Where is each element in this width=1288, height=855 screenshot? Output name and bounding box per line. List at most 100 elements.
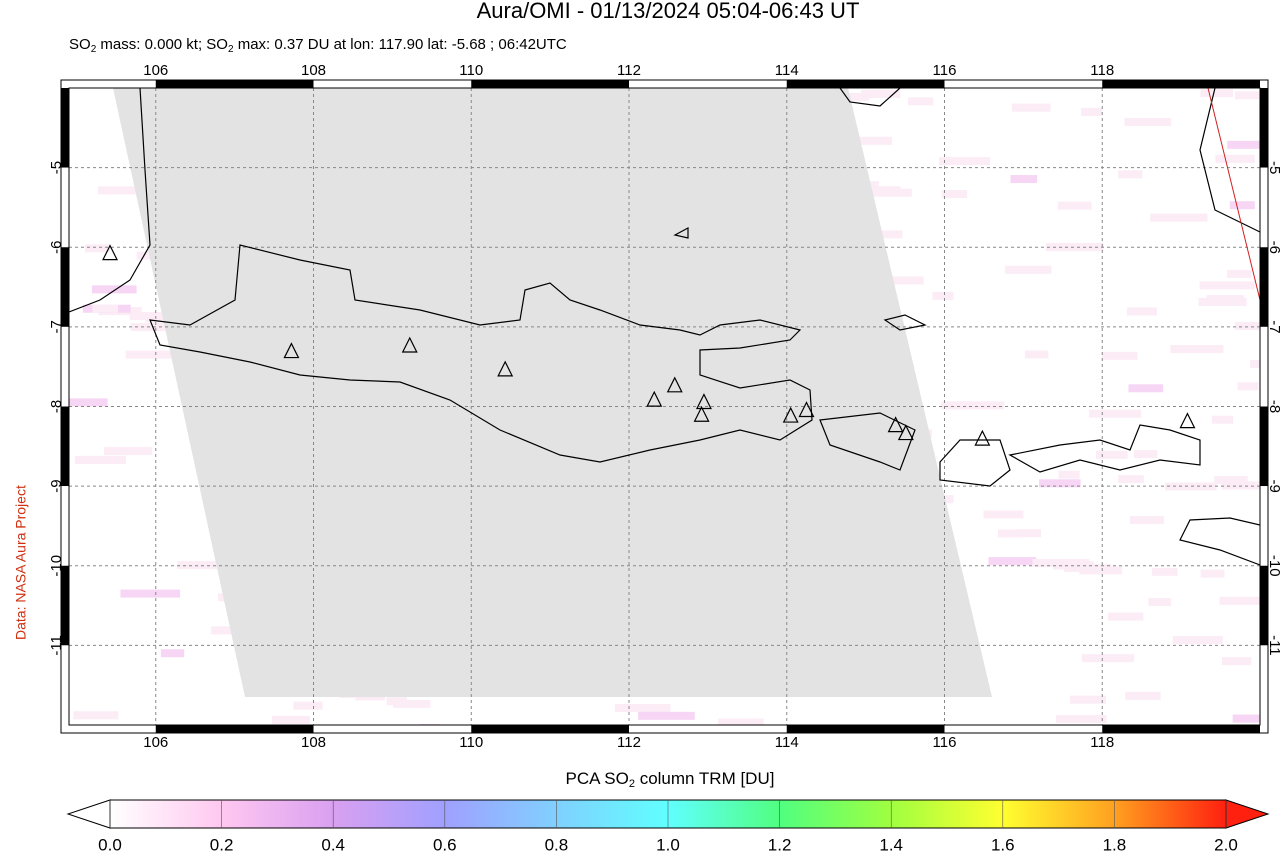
pixel	[848, 92, 870, 101]
pixel	[85, 244, 110, 253]
coastline	[149, 244, 813, 463]
pixel	[69, 398, 108, 407]
frame-bar	[61, 565, 69, 646]
map	[69, 88, 1260, 725]
pixel	[1096, 450, 1128, 459]
pixel	[1058, 470, 1080, 479]
frame-bar	[61, 406, 69, 487]
volcano	[401, 336, 418, 353]
pixel	[1151, 567, 1178, 576]
frame-bar	[1260, 326, 1268, 407]
frame-bar	[61, 247, 69, 327]
pixel	[1126, 307, 1157, 316]
pixel	[983, 510, 1024, 519]
volcano	[666, 376, 683, 393]
frame	[68, 87, 1261, 726]
subscript: 2	[91, 44, 97, 55]
colorbar-max-arrow	[1225, 799, 1270, 829]
pixel	[614, 704, 671, 713]
pixel	[1057, 201, 1092, 210]
pixel	[941, 190, 968, 199]
pixel	[73, 711, 119, 720]
subscript: 2	[629, 778, 635, 790]
frame-bar	[1102, 80, 1260, 88]
volcano	[646, 390, 663, 407]
pixel	[1229, 201, 1255, 210]
coastline	[69, 88, 1260, 566]
pixel	[293, 701, 323, 710]
pixel	[1237, 382, 1259, 391]
x-tick-label: 114	[775, 62, 799, 79]
pixel	[104, 447, 153, 456]
frame-bar	[69, 80, 156, 88]
pixel	[160, 649, 185, 658]
x-tick-label: 118	[1090, 734, 1114, 751]
pixel	[1234, 321, 1260, 330]
frame-bar	[944, 725, 1103, 733]
pixel	[1128, 384, 1164, 393]
frame-bar	[629, 80, 787, 88]
colorbar-tick-label: 1.0	[656, 835, 680, 854]
pixel	[1055, 715, 1107, 724]
frame-bar	[69, 725, 156, 733]
pixel	[1215, 154, 1255, 163]
subtitle-part: SO	[69, 36, 91, 53]
volcano	[897, 424, 914, 441]
pixel	[1222, 657, 1252, 666]
frame-bar	[313, 80, 472, 88]
frame-bar	[786, 725, 945, 733]
pixel	[1017, 529, 1041, 538]
frame-bar	[471, 80, 630, 88]
pixel	[1129, 516, 1165, 525]
pixel	[1108, 612, 1144, 621]
pixel	[871, 276, 924, 285]
grid	[69, 88, 1260, 725]
frame-bar	[155, 725, 314, 733]
colorbar-tick-label: 1.6	[991, 835, 1015, 854]
pixel	[946, 401, 1005, 410]
pixel	[1211, 415, 1234, 424]
volcano	[974, 429, 991, 446]
pixel	[988, 557, 1037, 566]
colorbar-tick-label: 0.6	[433, 835, 457, 854]
volcano	[693, 405, 710, 422]
frame-bar	[1102, 725, 1260, 733]
colorbar-tick-label: 1.2	[768, 835, 792, 854]
x-tick-label: 106	[143, 734, 168, 751]
volcano	[782, 406, 799, 423]
subtitle: SO2 mass: 0.000 kt; SO2 max: 0.37 DU at …	[69, 36, 567, 55]
pixel	[932, 291, 954, 300]
pixel	[1199, 281, 1255, 290]
frame-bar	[944, 80, 1103, 88]
pixel	[1080, 107, 1103, 116]
volcano	[102, 244, 118, 261]
credit: Data: NASA Aura Project	[13, 485, 29, 640]
x-tick-label: 116	[933, 734, 957, 751]
colorbar-tick-label: 0.4	[321, 835, 345, 854]
frame-bar	[1260, 406, 1268, 487]
pixel	[1039, 479, 1081, 488]
y-tick-label: -11	[1266, 635, 1283, 656]
x-tick-label: 110	[459, 62, 483, 79]
frame-bar	[155, 80, 314, 88]
pixel	[1004, 265, 1052, 274]
frame-bar	[61, 88, 69, 168]
subtitle-part: mass: 0.000 kt; SO	[96, 36, 228, 53]
colorbar: 0.0 0.2 0.4 0.6 0.8 1.0 1.2 1.4 1.6 1.8 2.0	[66, 799, 1270, 854]
x-tick-label: 116	[933, 62, 957, 79]
volcano	[283, 342, 300, 359]
pixel	[1214, 476, 1248, 485]
y-tick-label: -7	[48, 320, 65, 333]
frame-bar	[61, 645, 69, 725]
title: Aura/OMI - 01/13/2024 05:04-06:43 UT	[477, 0, 860, 23]
pixel	[638, 711, 695, 720]
pixel	[1172, 636, 1223, 645]
frame-bar	[1260, 88, 1268, 168]
frame-bar	[313, 725, 472, 733]
frame-bar	[629, 725, 787, 733]
pixel	[1148, 598, 1172, 607]
pixel	[1150, 213, 1208, 222]
x-tick-label: 108	[301, 62, 326, 79]
pixel	[1045, 243, 1104, 252]
colorbar-tick-label: 2.0	[1214, 835, 1238, 854]
